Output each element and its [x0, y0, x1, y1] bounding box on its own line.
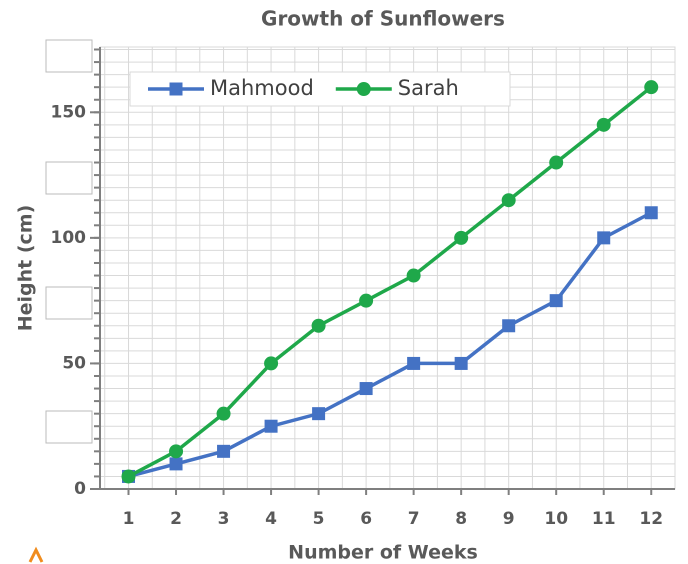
x-tick-label: 7: [408, 509, 420, 529]
y-tick-label: 150: [51, 102, 87, 122]
marker: [454, 230, 469, 245]
x-tick-label: 9: [503, 509, 515, 529]
marker: [549, 294, 563, 308]
marker: [644, 206, 658, 220]
marker: [359, 293, 374, 308]
marker: [549, 155, 564, 170]
marker: [644, 80, 659, 95]
x-tick-label: 8: [455, 509, 467, 529]
marker: [597, 231, 611, 245]
x-tick-label: 6: [360, 509, 372, 529]
marker: [169, 82, 183, 96]
series-line: [127, 85, 653, 478]
marker: [359, 382, 373, 396]
x-tick-label: 10: [544, 509, 568, 529]
x-tick-label: 2: [170, 509, 182, 529]
x-tick-label: 11: [592, 509, 616, 529]
x-axis-label: Number of Weeks: [288, 542, 478, 564]
chart-title: Growth of Sunflowers: [261, 7, 505, 31]
marker: [356, 82, 371, 96]
grid: [100, 47, 676, 490]
legend-label: Sarah: [398, 76, 459, 100]
blank-label-boxes: [45, 39, 93, 444]
y-axis-label: Height (cm): [15, 205, 37, 332]
y-tick-label: 100: [51, 228, 87, 248]
marker: [501, 193, 516, 208]
marker: [216, 406, 231, 421]
series-line: [128, 211, 653, 479]
x-tick-label: 1: [123, 509, 135, 529]
y-tick-label: 0: [74, 479, 86, 499]
marker: [407, 356, 421, 370]
marker: [121, 469, 136, 484]
marker: [264, 419, 278, 433]
x-tick-label: 4: [265, 509, 277, 529]
legend-label: Mahmood: [210, 76, 314, 100]
x-tick-label: 12: [639, 509, 663, 529]
plot-border: [99, 46, 676, 490]
marker: [169, 444, 184, 459]
marker: [311, 318, 326, 333]
marker: [264, 356, 279, 371]
marker: [454, 356, 468, 370]
marker: [406, 268, 421, 283]
marker: [169, 457, 183, 471]
marker: [312, 407, 326, 421]
marker: [502, 319, 516, 333]
x-tick-label: 5: [313, 509, 325, 529]
marker: [596, 117, 611, 132]
x-tick-label: 3: [218, 509, 230, 529]
y-tick-label: 50: [62, 353, 86, 373]
caret-icon: [28, 546, 44, 563]
marker: [217, 444, 231, 458]
